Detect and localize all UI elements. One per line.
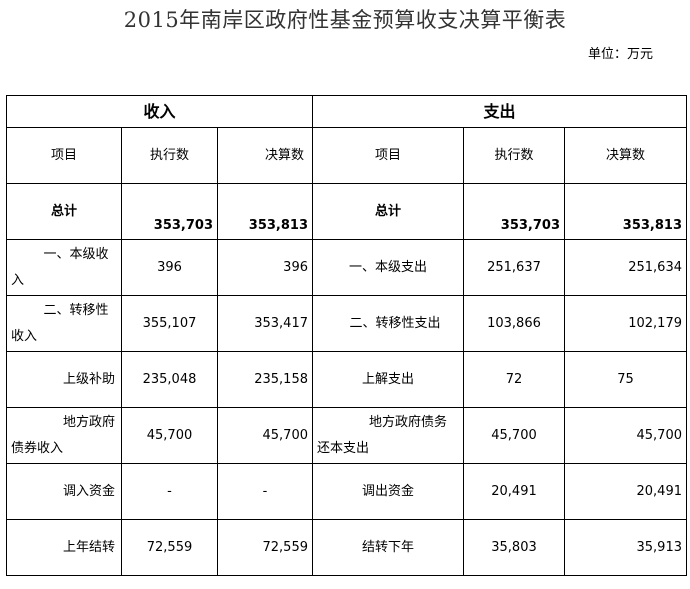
expense-item: 地方政府债务还本支出 <box>312 407 464 464</box>
total-row: 总计 353,703 353,813 总计 353,703 353,813 <box>6 183 687 240</box>
expense-total-final: 353,813 <box>564 183 687 240</box>
page-title: 2015年南岸区政府性基金预算收支决算平衡表 <box>123 8 567 32</box>
expense-final: 251,634 <box>564 239 687 296</box>
expense-section-header: 支出 <box>312 95 687 128</box>
income-final: 235,158 <box>217 351 313 408</box>
income-final: 72,559 <box>217 519 313 576</box>
expense-item: 调出资金 <box>312 463 464 520</box>
expense-exec: 45,700 <box>463 407 565 464</box>
balance-table: 收入 支出 项目 执行数 决算数 项目 执行数 决算数 总计 353,703 3… <box>6 95 687 576</box>
income-item: 地方政府债券收入 <box>6 407 122 464</box>
expense-item: 结转下年 <box>312 519 464 576</box>
expense-exec: 251,637 <box>463 239 565 296</box>
income-exec: 72,559 <box>121 519 218 576</box>
expense-final-header: 决算数 <box>564 127 687 184</box>
expense-executed-header: 执行数 <box>463 127 565 184</box>
income-section-header: 收入 <box>6 95 313 128</box>
table-row: 一、本级收入 396 396 一、本级支出 251,637 251,634 <box>6 239 687 296</box>
table-row: 二、转移性收入 355,107 353,417 二、转移性支出 103,866 … <box>6 295 687 352</box>
expense-item: 二、转移性支出 <box>312 295 464 352</box>
income-total-final: 353,813 <box>217 183 313 240</box>
expense-exec: 35,803 <box>463 519 565 576</box>
income-final: - <box>217 463 313 520</box>
income-exec: 355,107 <box>121 295 218 352</box>
table-row: 调入资金 - - 调出资金 20,491 20,491 <box>6 463 687 520</box>
expense-exec: 103,866 <box>463 295 565 352</box>
expense-exec: 72 <box>463 351 565 408</box>
income-exec: 235,048 <box>121 351 218 408</box>
income-executed-header: 执行数 <box>121 127 218 184</box>
income-final: 396 <box>217 239 313 296</box>
income-final: 45,700 <box>217 407 313 464</box>
column-header-row: 项目 执行数 决算数 项目 执行数 决算数 <box>6 127 687 184</box>
expense-final: 102,179 <box>564 295 687 352</box>
income-item: 上级补助 <box>6 351 122 408</box>
expense-item-header: 项目 <box>312 127 464 184</box>
expense-total-exec: 353,703 <box>463 183 565 240</box>
income-exec: 396 <box>121 239 218 296</box>
income-total-exec: 353,703 <box>121 183 218 240</box>
table-row: 地方政府债券收入 45,700 45,700 地方政府债务还本支出 45,700… <box>6 407 687 464</box>
expense-final: 75 <box>564 351 687 408</box>
expense-final: 45,700 <box>564 407 687 464</box>
expense-item: 一、本级支出 <box>312 239 464 296</box>
expense-item: 上解支出 <box>312 351 464 408</box>
income-final-header: 决算数 <box>217 127 313 184</box>
income-item: 上年结转 <box>6 519 122 576</box>
section-header-row: 收入 支出 <box>6 95 687 128</box>
expense-exec: 20,491 <box>463 463 565 520</box>
income-exec: 45,700 <box>121 407 218 464</box>
table-row: 上年结转 72,559 72,559 结转下年 35,803 35,913 <box>6 519 687 576</box>
income-item-header: 项目 <box>6 127 122 184</box>
income-item: 调入资金 <box>6 463 122 520</box>
expense-final: 20,491 <box>564 463 687 520</box>
expense-total-label: 总计 <box>312 183 464 240</box>
income-exec: - <box>121 463 218 520</box>
income-total-label: 总计 <box>6 183 122 240</box>
expense-final: 35,913 <box>564 519 687 576</box>
income-final: 353,417 <box>217 295 313 352</box>
table-row: 上级补助 235,048 235,158 上解支出 72 75 <box>6 351 687 408</box>
income-item: 二、转移性收入 <box>6 295 122 352</box>
income-item: 一、本级收入 <box>6 239 122 296</box>
unit-label: 单位：万元 <box>588 47 654 62</box>
